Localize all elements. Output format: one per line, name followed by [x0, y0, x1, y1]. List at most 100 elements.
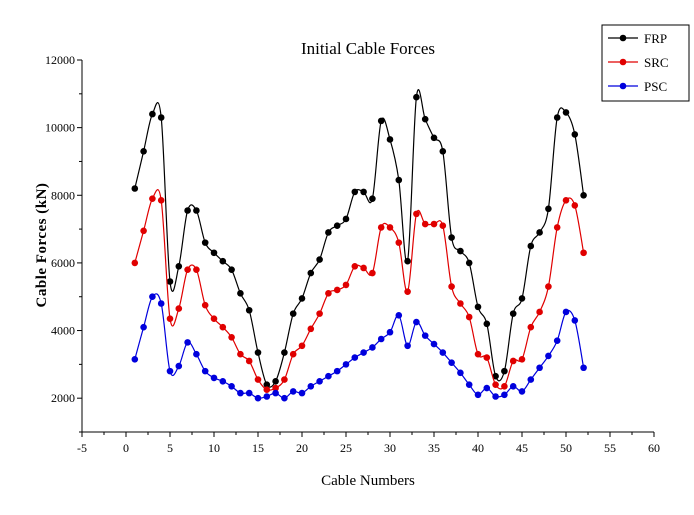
- data-point-src: [386, 224, 394, 231]
- legend: FRP SRC PSC: [601, 24, 690, 102]
- data-point-frp: [245, 306, 253, 314]
- data-point-frp: [254, 349, 262, 356]
- data-point-psc: [360, 349, 367, 356]
- data-point-src: [149, 195, 156, 202]
- data-point-src: [421, 220, 429, 228]
- data-point-psc: [430, 340, 438, 348]
- data-point-psc: [351, 354, 359, 361]
- data-point-psc: [166, 367, 174, 375]
- data-point-psc: [210, 374, 218, 382]
- data-point-psc: [149, 293, 156, 301]
- data-point-frp: [492, 372, 499, 380]
- data-point-src: [210, 315, 218, 323]
- data-point-psc: [509, 383, 517, 390]
- x-tick-label: 35: [428, 441, 440, 455]
- data-point-frp: [377, 117, 385, 125]
- data-point-psc: [404, 342, 411, 350]
- data-point-src: [527, 323, 535, 331]
- data-point-frp: [553, 114, 561, 121]
- data-point-psc: [492, 393, 499, 400]
- data-point-src: [457, 300, 464, 307]
- data-point-src: [245, 357, 253, 365]
- data-point-src: [281, 376, 288, 383]
- data-point-frp: [342, 215, 350, 223]
- data-point-psc: [193, 350, 200, 358]
- data-point-psc: [342, 361, 350, 368]
- data-point-psc: [457, 369, 464, 377]
- data-point-psc: [219, 377, 227, 385]
- data-point-src: [448, 283, 455, 290]
- data-point-frp: [562, 109, 570, 116]
- data-point-frp: [263, 381, 271, 388]
- data-point-src: [509, 357, 517, 365]
- data-point-src: [562, 197, 570, 204]
- legend-marker-frp: [619, 34, 627, 42]
- data-point-frp: [316, 256, 323, 263]
- data-point-frp: [201, 239, 209, 246]
- data-point-src: [377, 224, 385, 231]
- data-point-frp: [140, 148, 147, 155]
- data-point-frp: [386, 136, 394, 143]
- data-point-frp: [518, 295, 526, 302]
- data-point-psc: [140, 323, 147, 331]
- data-point-src: [289, 350, 297, 358]
- data-point-src: [201, 301, 209, 309]
- data-point-frp: [413, 93, 420, 101]
- data-point-frp: [439, 148, 447, 155]
- data-point-psc: [421, 332, 429, 339]
- y-tick-label: 4000: [51, 324, 75, 338]
- data-point-psc: [201, 367, 209, 375]
- y-tick-label: 10000: [45, 121, 75, 135]
- legend-label-frp: FRP: [644, 31, 667, 46]
- data-point-frp: [289, 310, 297, 317]
- x-tick-label: 60: [648, 441, 660, 455]
- x-tick-label: 10: [208, 441, 220, 455]
- data-point-frp: [281, 349, 288, 356]
- data-point-src: [465, 313, 473, 321]
- series-psc: [131, 293, 587, 402]
- data-point-psc: [386, 328, 394, 336]
- data-point-src: [395, 239, 403, 246]
- data-point-src: [316, 310, 323, 317]
- legend-marker-psc: [619, 82, 627, 90]
- y-tick-label: 8000: [51, 188, 75, 202]
- data-point-psc: [369, 344, 376, 351]
- data-point-src: [263, 386, 271, 394]
- data-point-psc: [536, 364, 543, 372]
- data-point-src: [333, 286, 341, 294]
- data-point-psc: [325, 372, 332, 380]
- y-tick-label: 12000: [45, 53, 75, 67]
- data-point-psc: [413, 318, 420, 326]
- data-point-frp: [210, 249, 218, 257]
- data-point-frp: [149, 110, 156, 118]
- y-axis-label: Cable Forces (kN): [34, 183, 50, 308]
- data-point-frp: [421, 115, 429, 123]
- data-point-psc: [307, 383, 315, 390]
- data-point-src: [571, 202, 579, 209]
- data-point-psc: [333, 367, 341, 375]
- data-point-psc: [448, 359, 455, 366]
- data-point-src: [492, 381, 499, 388]
- data-point-psc: [228, 383, 235, 390]
- data-point-psc: [562, 308, 570, 316]
- series-frp: [131, 89, 587, 388]
- data-point-frp: [325, 229, 332, 236]
- x-tick-label: 0: [123, 441, 129, 455]
- data-point-src: [307, 325, 315, 333]
- data-point-src: [474, 350, 482, 358]
- x-tick-label: 15: [252, 441, 264, 455]
- data-point-frp: [369, 195, 376, 202]
- data-point-frp: [184, 207, 191, 214]
- data-point-frp: [536, 229, 543, 236]
- data-point-frp: [501, 367, 508, 375]
- data-point-frp: [527, 242, 535, 250]
- data-point-frp: [333, 222, 341, 230]
- data-point-frp: [580, 191, 587, 199]
- data-point-src: [175, 305, 183, 312]
- data-point-frp: [448, 234, 455, 241]
- data-point-frp: [483, 320, 491, 328]
- data-point-psc: [281, 394, 288, 402]
- chart-title: Initial Cable Forces: [301, 39, 435, 58]
- data-point-psc: [439, 349, 447, 356]
- data-point-frp: [131, 185, 139, 192]
